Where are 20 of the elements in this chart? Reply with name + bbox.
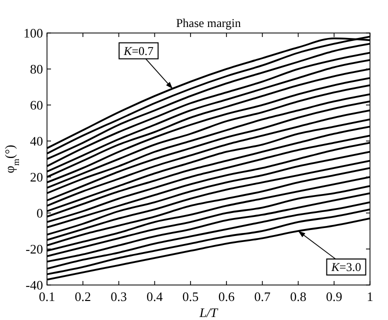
y-tick-label: 100	[24, 26, 43, 40]
x-tick-label: 0.7	[254, 289, 271, 304]
annotation: K=0.7	[122, 44, 154, 58]
y-tick-label: -20	[26, 242, 43, 256]
annotation: K=3.0	[330, 260, 362, 274]
x-tick-label: 0.4	[146, 289, 164, 304]
y-tick-label: 20	[30, 170, 43, 184]
y-tick-label: 60	[30, 98, 43, 112]
x-tick-label: 1	[366, 289, 374, 304]
chart-title: Phase margin	[176, 16, 241, 30]
y-tick-label: 40	[30, 134, 43, 148]
x-tick-label: 0.3	[110, 289, 127, 304]
y-tick-label: 0	[36, 206, 43, 220]
x-tick-label: 0.2	[74, 289, 92, 304]
x-tick-label: 0.9	[326, 289, 342, 304]
x-axis-title: L/T	[198, 305, 218, 320]
y-tick-label: 80	[30, 62, 43, 76]
x-tick-label: 0.8	[290, 289, 306, 304]
x-tick-label: 0.5	[182, 289, 199, 304]
x-tick-label: 0.6	[218, 289, 236, 304]
